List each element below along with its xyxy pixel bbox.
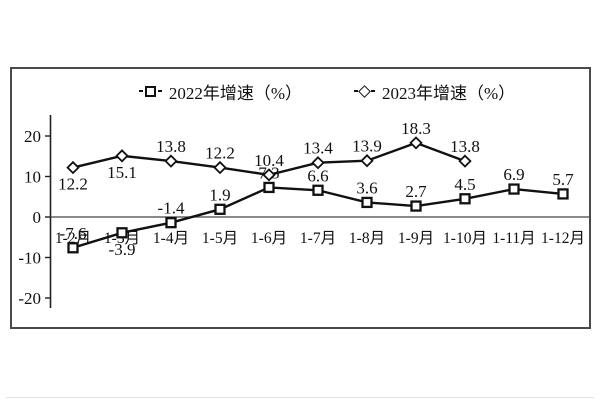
data-point-square-marker [410, 200, 422, 212]
x-tick-label: 1-4月 [153, 230, 189, 247]
x-tick-label: 1-6月 [251, 230, 287, 247]
value-label: 10.4 [254, 151, 284, 170]
x-tick-label: 1-11月 [492, 230, 535, 247]
data-point-diamond-marker [115, 149, 129, 163]
data-point-square-marker [263, 181, 275, 194]
chart-frame [10, 67, 591, 329]
x-tick-label: 1-9月 [398, 230, 434, 247]
value-label: 12.2 [205, 144, 235, 163]
legend-dash-icon [354, 90, 358, 92]
data-point-square-marker [508, 183, 520, 195]
data-point-diamond-marker [213, 160, 227, 175]
x-tick-label: 1-8月 [349, 230, 385, 247]
data-point-diamond-marker [458, 154, 472, 168]
value-label: -7.6 [60, 224, 87, 243]
data-point-diamond-marker [409, 136, 423, 150]
y-tick-label: -10 [18, 249, 41, 268]
data-point-square-marker [116, 227, 128, 239]
square-marker-icon [144, 85, 156, 97]
value-label: 6.6 [307, 166, 328, 185]
value-label: 1.9 [209, 185, 230, 204]
value-label: -3.9 [109, 240, 136, 259]
x-tick-label: 1-5月 [202, 230, 238, 247]
value-label: 2.7 [405, 182, 427, 201]
value-label: 4.5 [454, 175, 475, 194]
value-label: 18.3 [401, 119, 431, 138]
legend-item-2022: 2022年增速（%） [138, 79, 302, 104]
value-label: 13.9 [352, 137, 382, 156]
data-point-diamond-marker [262, 168, 276, 182]
value-label: 5.7 [552, 170, 574, 189]
value-label: 13.8 [450, 137, 480, 156]
y-tick-label: 20 [24, 127, 41, 146]
data-point-square-marker [214, 203, 226, 215]
legend-diamond-marker-icon [354, 84, 375, 98]
data-point-diamond-marker [66, 160, 80, 175]
data-point-diamond-marker [164, 154, 178, 168]
legend-dash-icon [138, 90, 143, 92]
legend-item-2023: 2023年增速（%） [354, 79, 515, 104]
y-tick-label: -20 [18, 289, 41, 308]
legend-label-2023: 2023年增速（%） [382, 83, 516, 103]
y-tick-label: 10 [24, 168, 41, 187]
value-label: 12.2 [58, 175, 88, 194]
legend-dash-icon [371, 90, 375, 92]
data-point-square-marker [165, 217, 177, 229]
data-point-square-marker [557, 188, 569, 200]
legend-dash-icon [157, 90, 162, 92]
x-tick-label: 1-3月 [104, 230, 140, 247]
value-label: -1.4 [158, 199, 185, 218]
window-bottom-edge [6, 397, 594, 398]
data-point-square-marker [459, 193, 471, 205]
value-label: 13.4 [303, 139, 333, 158]
chart-legend: 2022年增速（%） 2023年增速（%） [54, 79, 600, 104]
value-label: 15.1 [107, 163, 137, 182]
legend-label-2022: 2022年增速（%） [168, 83, 302, 103]
data-point-diamond-marker [360, 154, 374, 168]
x-tick-label: 1-2月 [55, 230, 91, 247]
x-tick-label: 1-7月 [300, 230, 336, 247]
data-point-square-marker [67, 242, 79, 254]
value-label: 13.8 [156, 137, 186, 156]
legend-square-marker-icon [138, 85, 162, 97]
x-tick-label: 1-12月 [541, 230, 585, 247]
data-point-square-marker [361, 196, 373, 209]
data-point-square-marker [312, 184, 324, 196]
value-label: 6.9 [503, 165, 524, 184]
data-point-diamond-marker [311, 156, 325, 170]
value-label: 3.6 [356, 178, 377, 197]
x-tick-label: 1-10月 [443, 230, 487, 247]
y-tick-label: 0 [33, 208, 42, 227]
diamond-marker-icon [358, 84, 371, 98]
